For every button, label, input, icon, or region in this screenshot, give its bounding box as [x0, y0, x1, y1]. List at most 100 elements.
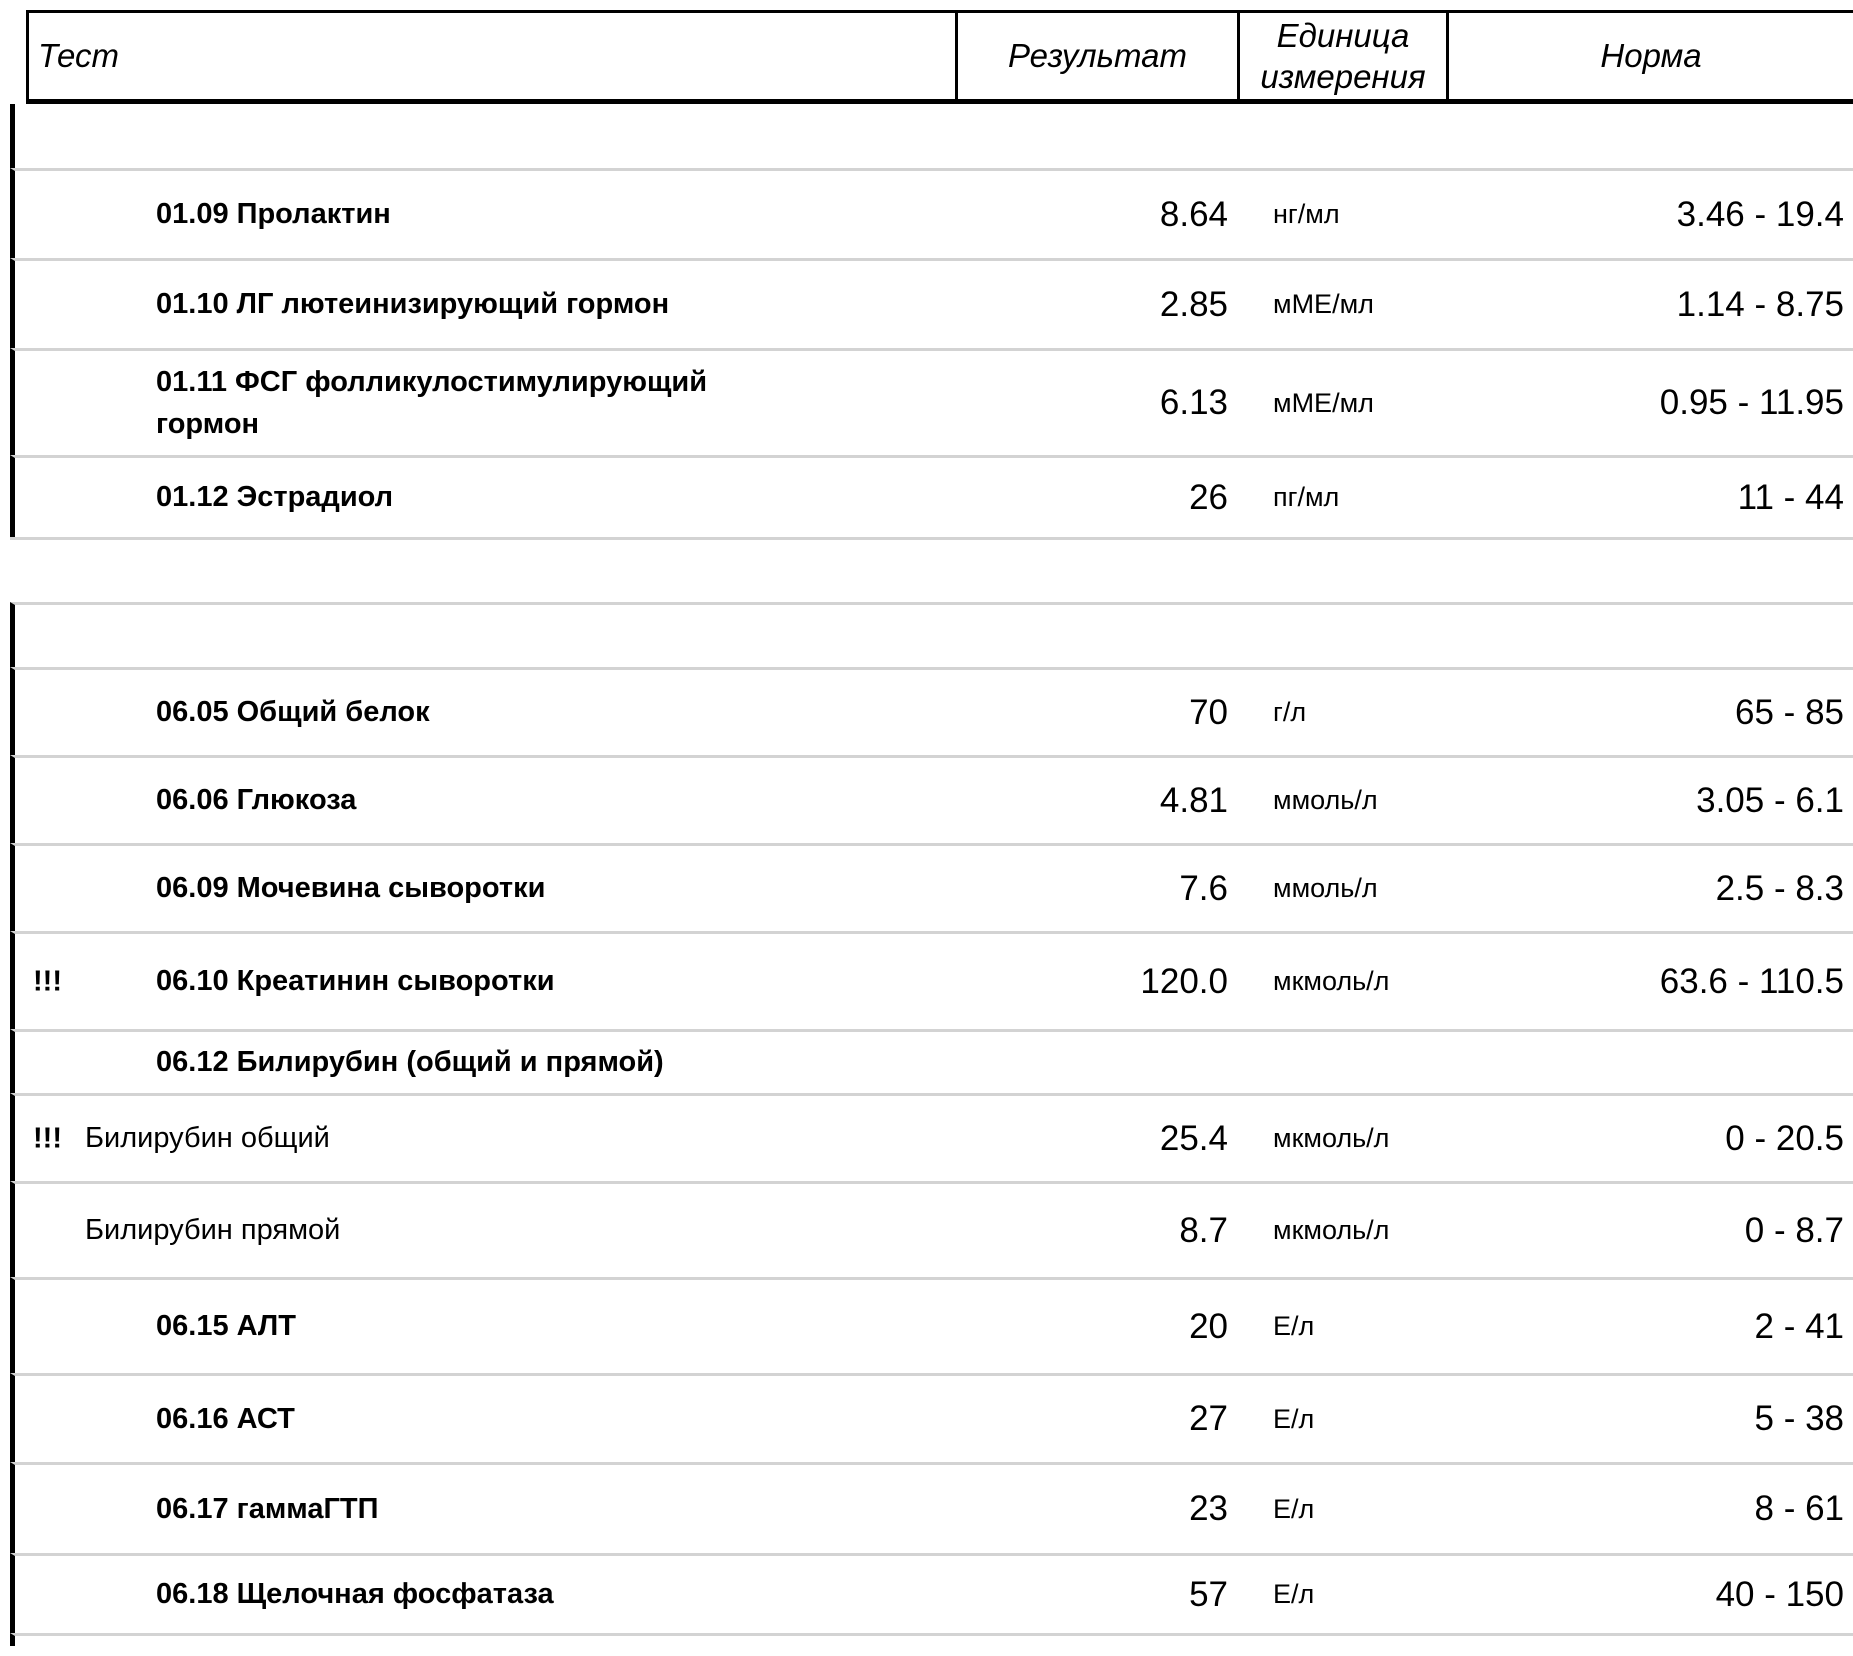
- test-name: 01.10 ЛГ лютеинизирующий гормон: [156, 288, 670, 321]
- norm-cell: 3.05 - 6.1: [1696, 780, 1844, 820]
- table-row: 06.09 Мочевина сыворотки 7.6 ммоль/л 2.5…: [10, 843, 1853, 931]
- unit-cell: мМЕ/мл: [1273, 289, 1374, 320]
- unit-cell: мкмоль/л: [1273, 1123, 1390, 1154]
- result-cell: 23: [1189, 1489, 1228, 1528]
- abnormal-flag: !!!: [33, 965, 62, 998]
- test-name-cell: 01.10 ЛГ лютеинизирующий гормон: [15, 283, 958, 325]
- norm-cell: 2 - 41: [1754, 1306, 1845, 1346]
- table-row: !!! 06.10 Креатинин сыворотки 120.0 мкмо…: [10, 931, 1853, 1029]
- table-row: 01.09 Пролактин 8.64 нг/мл 3.46 - 19.4: [10, 168, 1853, 258]
- test-name: 06.17 гаммаГТП: [156, 1492, 379, 1525]
- test-name-cell: !!! Билирубин общий: [15, 1117, 958, 1159]
- test-name-cell: 01.09 Пролактин: [15, 193, 958, 235]
- header-result: Результат: [958, 13, 1240, 99]
- test-name: 06.16 АСТ: [156, 1402, 295, 1435]
- unit-cell: нг/мл: [1273, 199, 1340, 230]
- test-name: 06.10 Креатинин сыворотки: [156, 965, 555, 998]
- result-cell: 26: [1189, 477, 1228, 517]
- table-row: 01.11 ФСГ фолликулостимулирующий гормон …: [10, 348, 1853, 455]
- result-cell: 120.0: [1140, 961, 1228, 1001]
- test-name: 06.18 Щелочная фосфатаза: [156, 1578, 554, 1611]
- test-name: 06.05 Общий белок: [156, 696, 430, 729]
- test-name-cell: 06.05 Общий белок: [15, 691, 958, 733]
- result-cell: 8.64: [1159, 194, 1228, 234]
- result-cell: 57: [1189, 1574, 1228, 1614]
- table-row: 06.18 Щелочная фосфатаза 57 Е/л 40 - 150: [10, 1553, 1853, 1633]
- test-name: 06.06 Глюкоза: [156, 784, 357, 817]
- test-name-cell: 06.18 Щелочная фосфатаза: [15, 1573, 958, 1615]
- norm-cell: 0.95 - 11.95: [1659, 383, 1844, 422]
- abnormal-flag: !!!: [33, 1122, 62, 1155]
- table-row: 06.15 АЛТ 20 Е/л 2 - 41: [10, 1277, 1853, 1373]
- norm-cell: 1.14 - 8.75: [1676, 284, 1844, 324]
- result-cell: 70: [1189, 692, 1228, 732]
- header-unit: Единица измерения: [1240, 13, 1449, 99]
- test-name-cell: 06.15 АЛТ: [15, 1305, 958, 1347]
- test-name-cell: !!! 06.10 Креатинин сыворотки: [15, 960, 958, 1002]
- unit-cell: пг/мл: [1273, 482, 1340, 513]
- header-norm: Норма: [1600, 37, 1702, 75]
- test-name: 06.15 АЛТ: [156, 1310, 296, 1343]
- unit-cell: г/л: [1273, 697, 1307, 728]
- result-cell: 8.7: [1179, 1210, 1228, 1250]
- table-row: Билирубин прямой 8.7 мкмоль/л 0 - 8.7: [10, 1181, 1853, 1277]
- result-cell: 27: [1189, 1399, 1228, 1438]
- norm-cell: 8 - 61: [1754, 1489, 1845, 1528]
- norm-cell: 3.46 - 19.4: [1676, 194, 1844, 234]
- test-name: 01.12 Эстрадиол: [156, 481, 394, 514]
- norm-cell: 63.6 - 110.5: [1659, 961, 1844, 1001]
- unit-cell: мкмоль/л: [1273, 966, 1390, 997]
- norm-cell: 0 - 20.5: [1725, 1118, 1844, 1158]
- norm-cell: 65 - 85: [1735, 692, 1844, 732]
- empty-row: [10, 104, 1853, 168]
- test-name-cell: 06.09 Мочевина сыворотки: [15, 867, 958, 909]
- biochemistry-section: 06.05 Общий белок 70 г/л 65 - 85 06.06 Г…: [10, 602, 1853, 1646]
- result-cell: 4.81: [1159, 780, 1228, 820]
- norm-cell: 5 - 38: [1754, 1399, 1845, 1438]
- norm-cell: 2.5 - 8.3: [1715, 868, 1844, 908]
- test-name-cell: 06.06 Глюкоза: [15, 779, 958, 821]
- header-test: Тест: [29, 13, 958, 99]
- unit-cell: Е/л: [1273, 1403, 1315, 1434]
- unit-cell: мкмоль/л: [1273, 1215, 1390, 1246]
- table-row: 01.12 Эстрадиол 26 пг/мл 11 - 44: [10, 455, 1853, 537]
- norm-cell: 11 - 44: [1737, 477, 1844, 517]
- table-row: 06.05 Общий белок 70 г/л 65 - 85: [10, 667, 1853, 755]
- result-cell: 6.13: [1159, 383, 1228, 422]
- test-name-cell: Билирубин прямой: [15, 1209, 958, 1251]
- next-row-sliver: [10, 1633, 1853, 1646]
- test-name-cell: 06.16 АСТ: [15, 1398, 958, 1440]
- table-row: 06.06 Глюкоза 4.81 ммоль/л 3.05 - 6.1: [10, 755, 1853, 843]
- empty-row: [10, 602, 1853, 667]
- result-cell: 20: [1189, 1306, 1228, 1346]
- test-name: Билирубин прямой: [85, 1214, 341, 1247]
- unit-cell: ммоль/л: [1273, 873, 1378, 904]
- unit-cell: Е/л: [1273, 1579, 1315, 1610]
- lab-report-page: { "header": { "test": "Тест", "result": …: [0, 10, 1853, 1656]
- hormones-section: 01.09 Пролактин 8.64 нг/мл 3.46 - 19.4 0…: [10, 104, 1853, 540]
- table-header-row: Тест Результат Единица измерения Норма: [26, 10, 1853, 104]
- result-cell: 25.4: [1159, 1118, 1228, 1158]
- table-row: !!! Билирубин общий 25.4 мкмоль/л 0 - 20…: [10, 1093, 1853, 1181]
- unit-cell: мМЕ/мл: [1273, 387, 1374, 418]
- table-subheader-row: 06.12 Билирубин (общий и прямой): [10, 1029, 1853, 1093]
- test-name: 01.11 ФСГ фолликулостимулирующий гормон: [156, 365, 708, 440]
- test-name: 01.09 Пролактин: [156, 198, 391, 231]
- test-name-cell: 06.12 Билирубин (общий и прямой): [15, 1041, 958, 1083]
- test-name-cell: 06.17 гаммаГТП: [15, 1488, 958, 1530]
- test-name: 06.12 Билирубин (общий и прямой): [156, 1046, 664, 1079]
- unit-cell: Е/л: [1273, 1311, 1315, 1342]
- test-name: 06.09 Мочевина сыворотки: [156, 872, 546, 905]
- test-name-cell: 01.12 Эстрадиол: [15, 476, 958, 518]
- unit-cell: Е/л: [1273, 1493, 1315, 1524]
- norm-cell: 0 - 8.7: [1744, 1210, 1844, 1250]
- result-cell: 2.85: [1159, 284, 1228, 324]
- table-row: 01.10 ЛГ лютеинизирующий гормон 2.85 мМЕ…: [10, 258, 1853, 348]
- table-row: 06.17 гаммаГТП 23 Е/л 8 - 61: [10, 1462, 1853, 1553]
- norm-cell: 40 - 150: [1715, 1574, 1844, 1614]
- result-cell: 7.6: [1179, 868, 1228, 908]
- table-row: 06.16 АСТ 27 Е/л 5 - 38: [10, 1373, 1853, 1462]
- unit-cell: ммоль/л: [1273, 785, 1378, 816]
- test-name-cell: 01.11 ФСГ фолликулостимулирующий гормон: [15, 361, 958, 445]
- test-name: Билирубин общий: [85, 1122, 330, 1155]
